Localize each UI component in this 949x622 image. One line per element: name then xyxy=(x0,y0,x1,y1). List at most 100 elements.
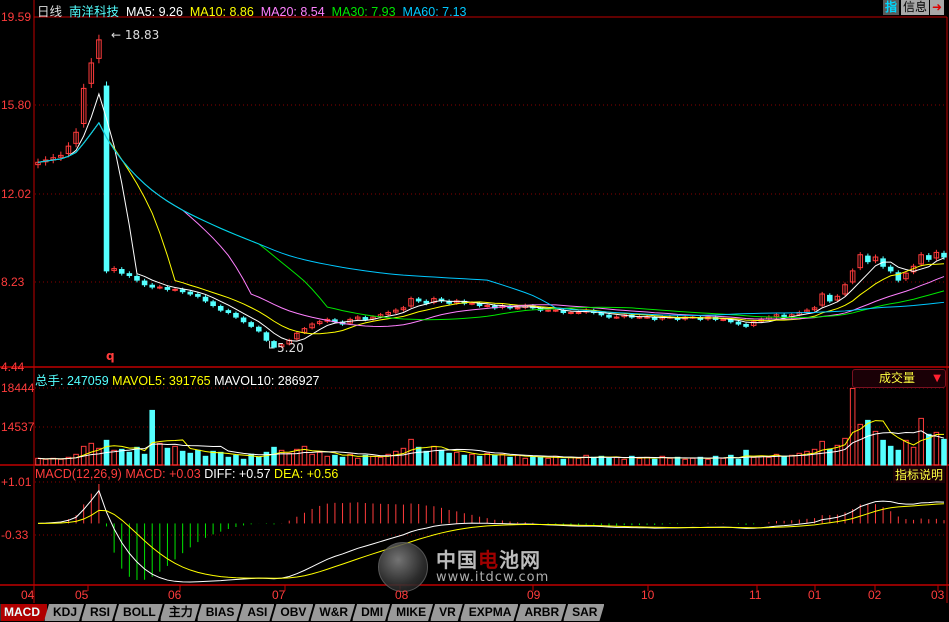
tab-rsi[interactable]: RSI xyxy=(81,604,117,621)
dea-value: DEA: +0.56 xyxy=(274,467,338,481)
volume-bar xyxy=(226,457,231,465)
volume-bar xyxy=(645,457,650,465)
candle-body xyxy=(485,306,490,307)
volume-bar xyxy=(683,459,688,465)
price-tick: 19.59 xyxy=(1,10,31,24)
volume-bar xyxy=(835,445,840,465)
ma20-line xyxy=(38,123,944,327)
volume-bar xyxy=(668,458,673,465)
tab-arbr[interactable]: ARBR xyxy=(515,604,566,621)
ma20-value: MA20: 8.54 xyxy=(261,5,325,19)
volume-bar xyxy=(546,458,551,465)
month-tick: 02 xyxy=(868,588,881,602)
volume-bar xyxy=(447,453,452,465)
volume-bar xyxy=(211,451,216,465)
month-tick: 09 xyxy=(527,588,540,602)
info-button[interactable]: 信息 xyxy=(901,0,929,15)
period-label: 日线 xyxy=(37,5,62,19)
volume-bar xyxy=(180,451,185,465)
volume-bar xyxy=(706,459,711,465)
candle-body xyxy=(180,290,185,292)
volume-bar xyxy=(203,456,208,465)
volume-bar xyxy=(371,456,376,465)
tab-obv[interactable]: OBV xyxy=(271,604,313,621)
mavol5-value: MAVOL5: 391765 xyxy=(112,374,210,388)
tab-sar[interactable]: SAR xyxy=(563,604,604,621)
volume-bar xyxy=(119,449,124,465)
candle-body xyxy=(576,312,581,313)
volume-bar xyxy=(135,447,140,465)
price-tick: 12.02 xyxy=(1,187,31,201)
tab-wr[interactable]: W&R xyxy=(310,604,355,621)
event-marker[interactable]: q xyxy=(106,349,115,363)
volume-bar xyxy=(523,458,528,465)
indicator-tabs: MACDKDJRSIBOLL主力BIASASIOBVW&RDMIMIKEVREX… xyxy=(0,604,601,622)
volume-bar xyxy=(896,450,901,465)
volume-bar xyxy=(394,451,399,465)
volume-bar xyxy=(828,449,833,465)
volume-bar xyxy=(295,449,300,465)
candle-body xyxy=(553,310,558,311)
volume-bar xyxy=(736,459,741,465)
macd-tick: -0.33 xyxy=(1,528,28,542)
candle-body xyxy=(416,299,421,301)
tab-asi[interactable]: ASI xyxy=(238,604,274,621)
volume-bar xyxy=(866,420,871,465)
price-tick: 4.44 xyxy=(1,360,24,374)
tab-[interactable]: 主力 xyxy=(160,604,200,621)
price-tick: 15.80 xyxy=(1,98,31,112)
candle-body xyxy=(866,256,871,262)
tab-mike[interactable]: MIKE xyxy=(387,604,433,621)
volume-bar xyxy=(287,453,292,465)
volume-bar xyxy=(500,454,505,465)
tab-macd[interactable]: MACD xyxy=(0,604,47,621)
volume-bar xyxy=(675,457,680,465)
tab-kdj[interactable]: KDJ xyxy=(44,604,84,621)
volume-bar xyxy=(812,449,817,465)
volume-bar xyxy=(218,452,223,465)
volume-bar xyxy=(477,456,482,465)
volume-bar xyxy=(637,458,642,465)
volume-bar xyxy=(858,424,863,465)
volume-bar xyxy=(272,447,277,465)
ma60-line xyxy=(38,123,944,316)
candle-body xyxy=(926,256,931,260)
indicator-select[interactable]: 成交量 ▼ xyxy=(852,369,946,388)
volume-bar xyxy=(454,452,459,465)
tab-expma[interactable]: EXPMA xyxy=(460,604,519,621)
volume-bar xyxy=(569,457,574,465)
volume-bar xyxy=(142,454,147,465)
tab-vr[interactable]: VR xyxy=(430,604,463,621)
volume-header: 总手: 247059 MAVOL5: 391765 MAVOL10: 28692… xyxy=(35,370,320,389)
volume-bar xyxy=(888,446,893,465)
volume-bar xyxy=(470,454,475,465)
candle-body xyxy=(828,295,833,301)
volume-bar xyxy=(652,459,657,465)
low-price-value: 5.20 xyxy=(277,341,304,355)
candlesticks xyxy=(36,35,947,349)
macd-header: MACD(12,26,9) MACD: +0.03 DIFF: +0.57 DE… xyxy=(35,467,338,481)
candle-body xyxy=(218,306,223,310)
indicator-help-button[interactable]: 指标说明 xyxy=(893,466,945,483)
volume-bar xyxy=(767,457,772,465)
ma10-value: MA10: 8.86 xyxy=(190,5,254,19)
volume-bar xyxy=(363,455,368,465)
volume-bar xyxy=(508,457,513,465)
month-tick: 04 xyxy=(21,588,34,602)
volume-bar xyxy=(805,451,810,465)
volume-tick: 14537 xyxy=(1,420,34,434)
tab-bias[interactable]: BIAS xyxy=(197,604,242,621)
volume-bar xyxy=(881,440,886,465)
volume-bar xyxy=(690,458,695,465)
tab-dmi[interactable]: DMI xyxy=(352,604,390,621)
exit-arrow-icon[interactable]: ➜ xyxy=(930,0,944,15)
volume-bar xyxy=(493,455,498,465)
chart-header: 日线 南洋科技 MA5: 9.26 MA10: 8.86 MA20: 8.54 … xyxy=(37,1,466,20)
candle-body xyxy=(257,327,262,331)
volume-bar xyxy=(782,456,787,465)
indicator-button[interactable]: 指 xyxy=(883,0,899,15)
volume-bar xyxy=(355,458,360,465)
candle-body xyxy=(607,315,612,317)
tab-boll[interactable]: BOLL xyxy=(114,604,163,621)
